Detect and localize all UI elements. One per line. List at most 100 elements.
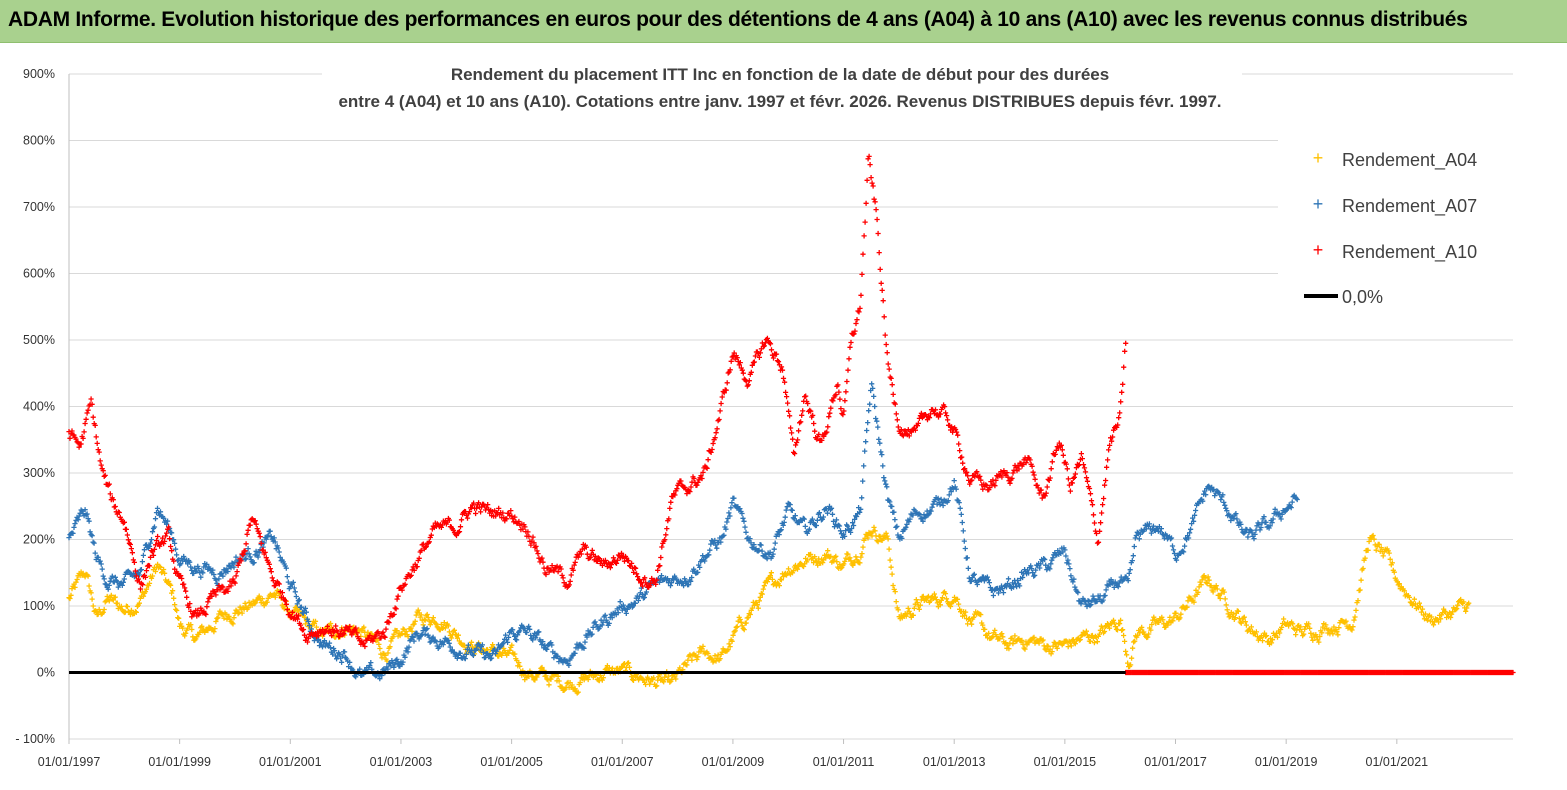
data-point-a10 — [464, 515, 471, 521]
data-point-a10 — [714, 426, 720, 432]
data-point-a07 — [828, 505, 835, 511]
data-point-a07 — [492, 651, 499, 657]
data-point-a07 — [854, 513, 860, 520]
data-point-a04 — [574, 690, 580, 696]
data-point-a10 — [752, 353, 758, 359]
data-point-a07 — [1127, 567, 1133, 573]
data-point-a07 — [446, 640, 452, 646]
data-point-a10 — [1103, 477, 1109, 484]
data-point-a07 — [1272, 506, 1278, 512]
data-point-a10 — [578, 551, 584, 557]
data-point-a04 — [1184, 604, 1190, 610]
data-point-a10 — [438, 524, 444, 530]
data-point-a07 — [874, 418, 880, 424]
data-point-a04 — [712, 653, 718, 659]
data-point-a10 — [169, 548, 175, 554]
data-point-a10 — [516, 518, 522, 525]
data-point-a04 — [1149, 621, 1155, 628]
data-point-a04 — [532, 677, 538, 683]
data-point-a10 — [496, 505, 502, 511]
data-point-a07 — [986, 580, 992, 586]
data-point-a10 — [392, 605, 398, 611]
data-point-a07 — [884, 484, 890, 490]
data-point-a07 — [1072, 584, 1078, 590]
data-point-a04 — [1051, 639, 1057, 645]
data-point-a04 — [1334, 629, 1340, 635]
data-point-a07 — [1103, 587, 1109, 593]
data-point-a04 — [954, 596, 961, 602]
data-point-a10 — [1067, 488, 1073, 494]
data-point-a10 — [700, 469, 706, 475]
data-point-a07 — [219, 571, 225, 577]
data-point-a04 — [1205, 574, 1211, 580]
data-point-a10 — [371, 636, 377, 642]
data-point-a04 — [1463, 608, 1469, 614]
data-point-a04 — [895, 607, 901, 613]
data-point-a07 — [263, 536, 269, 542]
data-point-a10 — [316, 632, 322, 639]
data-point-a04 — [745, 614, 751, 621]
data-point-a04 — [142, 589, 149, 595]
data-point-a07 — [695, 569, 701, 575]
data-point-a07 — [887, 499, 893, 505]
data-point-a04 — [629, 677, 636, 683]
data-point-a04 — [1387, 556, 1393, 562]
data-point-a10 — [1122, 348, 1128, 354]
data-point-a04 — [1464, 605, 1470, 611]
data-point-a07 — [875, 424, 881, 430]
data-point-a10 — [653, 581, 659, 587]
data-point-a10 — [658, 554, 664, 561]
data-point-a10 — [626, 558, 632, 564]
data-point-a04 — [128, 607, 134, 613]
data-point-a04 — [569, 682, 575, 688]
data-point-a04 — [575, 689, 581, 695]
data-point-a07 — [876, 436, 882, 442]
data-point-a04 — [578, 675, 584, 681]
data-point-a04 — [1031, 634, 1037, 640]
data-point-a07 — [457, 650, 463, 656]
data-point-a07 — [1169, 543, 1176, 549]
data-point-a07 — [420, 628, 426, 634]
data-point-a10 — [95, 447, 101, 453]
x-axis-ticks: 01/01/1997 01/01/1999 01/01/2001 01/01/2003… — [38, 739, 1428, 769]
data-point-a10 — [287, 614, 293, 620]
data-point-a10 — [67, 435, 73, 441]
data-point-a04 — [986, 630, 992, 636]
data-point-a04 — [1121, 632, 1127, 639]
data-point-a10 — [1106, 447, 1112, 453]
data-point-a10 — [960, 460, 966, 466]
data-point-a10 — [1116, 415, 1122, 421]
data-point-a07 — [395, 660, 401, 666]
data-point-a04 — [1129, 655, 1135, 661]
data-point-a07 — [388, 663, 394, 669]
data-point-a10 — [172, 566, 178, 572]
data-point-a10 — [768, 347, 775, 353]
data-point-a04 — [790, 568, 797, 574]
data-point-a07 — [883, 481, 889, 487]
legend-marker-a10: + — [1313, 240, 1324, 260]
data-point-a07 — [707, 547, 713, 553]
data-point-a07 — [76, 513, 82, 519]
data-point-a07 — [848, 529, 854, 535]
data-point-a04 — [1449, 611, 1455, 617]
x-tick-label: 01/01/1997 — [38, 755, 101, 769]
data-point-a04 — [212, 626, 218, 632]
data-point-a07 — [837, 528, 844, 534]
data-point-a07 — [406, 644, 412, 650]
data-point-a10 — [978, 477, 984, 483]
data-point-a07 — [801, 516, 807, 522]
data-point-a07 — [949, 485, 955, 491]
data-point-a04 — [391, 631, 397, 637]
data-point-a07 — [723, 526, 729, 532]
data-point-a07 — [357, 666, 363, 672]
data-point-a10 — [69, 428, 75, 434]
chart-title-box — [322, 63, 1242, 117]
data-point-a10 — [186, 604, 192, 610]
data-point-a04 — [1274, 634, 1281, 640]
data-point-a10 — [100, 468, 106, 474]
data-point-a07 — [275, 545, 281, 551]
data-point-a07 — [454, 655, 460, 661]
data-point-a04 — [1455, 602, 1461, 608]
data-point-a10 — [967, 481, 973, 487]
data-point-a04 — [645, 674, 651, 680]
